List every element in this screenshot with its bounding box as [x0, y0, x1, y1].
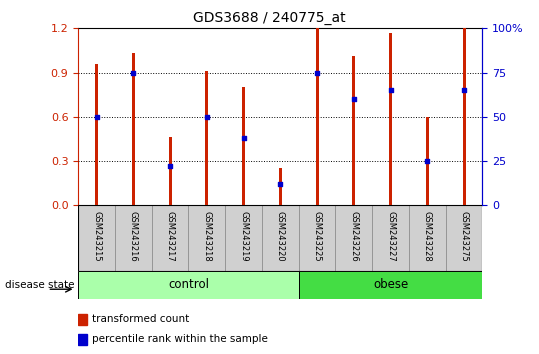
Point [423, 158, 432, 164]
Bar [446, 205, 482, 271]
Bar [78, 205, 115, 271]
Point [460, 87, 468, 93]
Bar [262, 205, 299, 271]
Text: GSM243216: GSM243216 [129, 211, 138, 261]
Bar [242, 87, 245, 205]
Bar [78, 314, 87, 325]
Bar [78, 271, 299, 299]
Bar [225, 205, 262, 271]
Bar [409, 205, 446, 271]
Bar [205, 71, 208, 205]
Text: GSM243215: GSM243215 [92, 211, 101, 261]
Point [349, 96, 358, 102]
Bar [78, 334, 87, 345]
Bar [315, 28, 319, 205]
Point [129, 70, 137, 75]
Text: GSM243225: GSM243225 [313, 211, 322, 261]
Text: GSM243227: GSM243227 [386, 211, 395, 261]
Bar [132, 53, 135, 205]
Text: GSM243218: GSM243218 [202, 211, 211, 261]
Point [203, 114, 211, 120]
Text: GSM243220: GSM243220 [276, 211, 285, 261]
Bar [299, 271, 482, 299]
Bar [279, 169, 282, 205]
Bar [169, 137, 171, 205]
Text: GDS3688 / 240775_at: GDS3688 / 240775_at [193, 11, 346, 25]
Bar [151, 205, 189, 271]
Text: GSM243226: GSM243226 [349, 211, 358, 261]
Bar [335, 205, 372, 271]
Text: GSM243217: GSM243217 [165, 211, 175, 261]
Bar [353, 56, 355, 205]
Text: percentile rank within the sample: percentile rank within the sample [92, 334, 268, 344]
Bar [426, 117, 429, 205]
Point [165, 164, 174, 169]
Point [313, 70, 321, 75]
Text: GSM243228: GSM243228 [423, 211, 432, 261]
Point [276, 181, 285, 187]
Text: transformed count: transformed count [92, 314, 190, 324]
Bar [95, 64, 98, 205]
Bar [372, 205, 409, 271]
Text: GSM243275: GSM243275 [460, 211, 468, 261]
Text: control: control [168, 279, 209, 291]
Text: disease state: disease state [5, 280, 75, 290]
Text: GSM243219: GSM243219 [239, 211, 248, 261]
Point [92, 114, 101, 120]
Text: obese: obese [373, 279, 408, 291]
Bar [115, 205, 151, 271]
Bar [462, 28, 466, 205]
Bar [189, 205, 225, 271]
Bar [299, 205, 335, 271]
Point [239, 135, 248, 141]
Point [386, 87, 395, 93]
Bar [389, 33, 392, 205]
